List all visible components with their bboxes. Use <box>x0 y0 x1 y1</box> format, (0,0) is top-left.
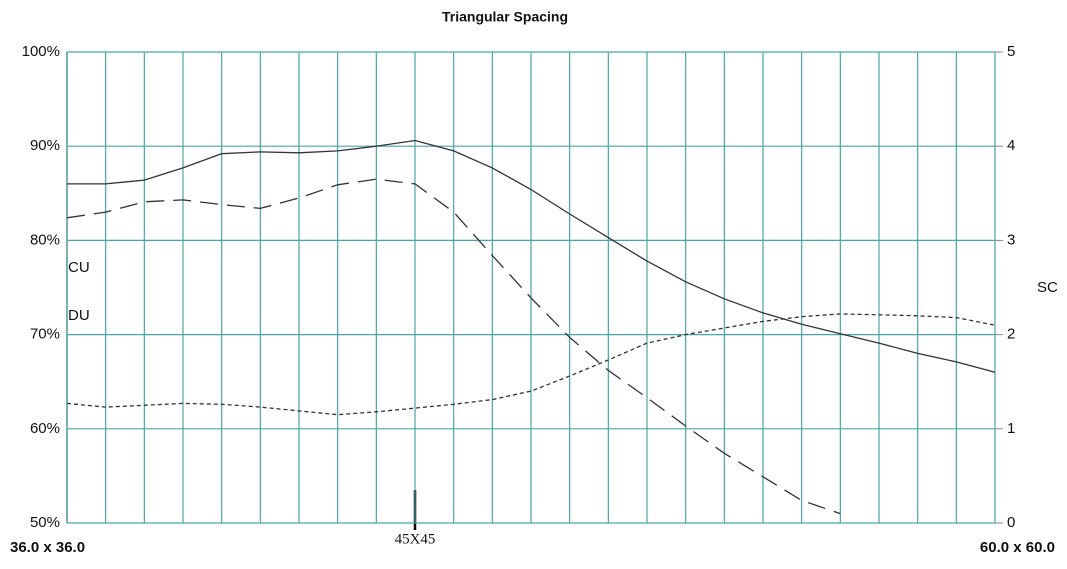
series-line <box>67 139 996 373</box>
y2-tick-label: 3 <box>1007 231 1015 248</box>
y2-tick-label: 4 <box>1007 137 1015 154</box>
y-tick-label: 80% <box>30 231 60 248</box>
y2-tick-label: 1 <box>1007 420 1015 437</box>
y-tick-label: 100% <box>22 43 60 60</box>
y2-tick-label: 0 <box>1007 514 1015 531</box>
series-line <box>66 313 996 416</box>
series-label: SC <box>1037 279 1058 296</box>
x-tick-label: 60.0 x 60.0 <box>980 539 1055 556</box>
y-tick-label: 60% <box>30 420 60 437</box>
chart-title: Triangular Spacing <box>442 9 568 25</box>
x-tick-label: 45X45 <box>395 531 436 547</box>
y2-tick-label: 2 <box>1007 326 1015 343</box>
y-tick-label: 50% <box>30 514 60 531</box>
series-label: CU <box>68 259 90 276</box>
x-tick-label: 36.0 x 36.0 <box>10 539 85 556</box>
y-tick-label: 70% <box>30 326 60 343</box>
series-label: DU <box>68 307 90 324</box>
y2-tick-label: 5 <box>1007 43 1015 60</box>
y-tick-label: 90% <box>30 137 60 154</box>
